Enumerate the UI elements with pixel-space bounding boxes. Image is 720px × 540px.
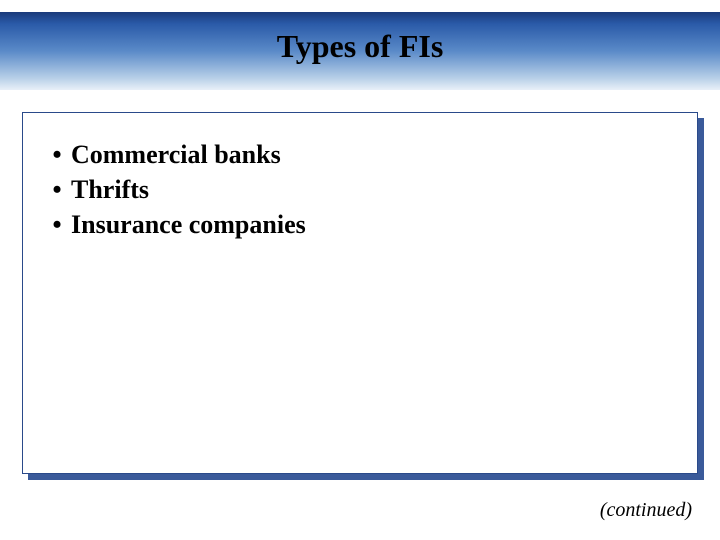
bullet-text: Commercial banks bbox=[71, 137, 281, 172]
bullet-icon: • bbox=[43, 172, 71, 207]
list-item: • Thrifts bbox=[43, 172, 677, 207]
bullet-icon: • bbox=[43, 207, 71, 242]
bullet-text: Thrifts bbox=[71, 172, 149, 207]
bullet-icon: • bbox=[43, 137, 71, 172]
list-item: • Insurance companies bbox=[43, 207, 677, 242]
bullet-list: • Commercial banks • Thrifts • Insurance… bbox=[43, 137, 677, 242]
list-item: • Commercial banks bbox=[43, 137, 677, 172]
continued-label: (continued) bbox=[600, 499, 692, 522]
bullet-text: Insurance companies bbox=[71, 207, 306, 242]
content-box: • Commercial banks • Thrifts • Insurance… bbox=[22, 112, 698, 474]
slide-title: Types of FIs bbox=[0, 28, 720, 65]
